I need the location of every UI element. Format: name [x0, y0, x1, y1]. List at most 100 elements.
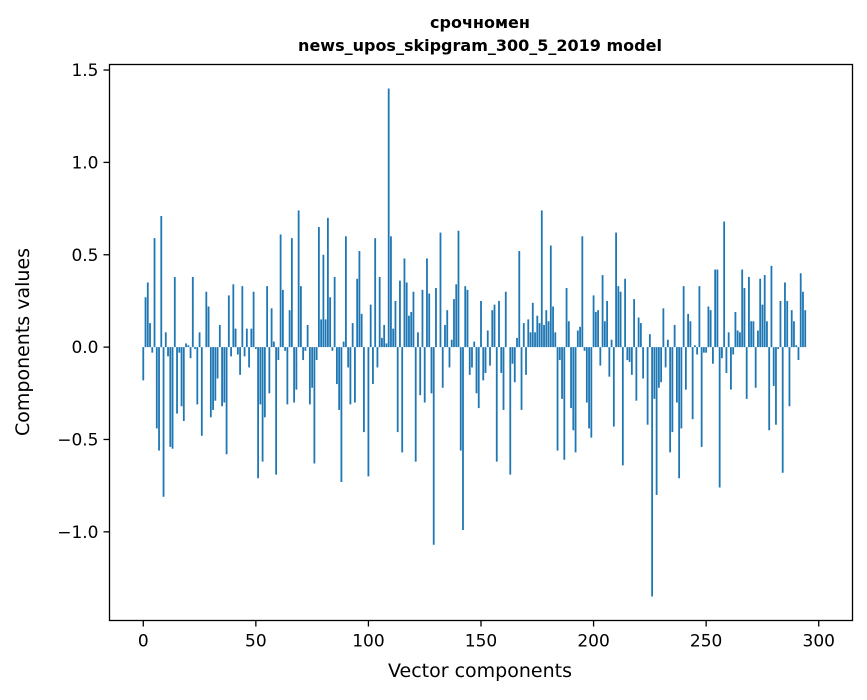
bar	[458, 231, 460, 347]
bar	[181, 347, 183, 406]
bar	[665, 347, 667, 367]
bar	[453, 299, 455, 347]
bar	[640, 323, 642, 347]
bar	[667, 340, 669, 347]
bar	[354, 347, 356, 402]
bar	[244, 347, 246, 356]
bar	[710, 310, 712, 347]
bar	[489, 347, 491, 365]
bar	[532, 303, 534, 347]
bar	[327, 218, 329, 347]
bar	[223, 347, 225, 402]
bar	[800, 273, 802, 347]
bar	[712, 347, 714, 364]
bar	[383, 325, 385, 347]
bar	[748, 277, 750, 347]
bar	[401, 347, 403, 452]
bar	[647, 347, 649, 425]
bar	[597, 310, 599, 347]
bar	[286, 347, 288, 404]
bar	[557, 347, 559, 450]
bar	[482, 347, 484, 380]
bar	[687, 314, 689, 347]
bar	[741, 270, 743, 348]
bar	[491, 310, 493, 347]
bar	[552, 306, 554, 347]
bar	[332, 347, 334, 351]
bar	[462, 347, 464, 530]
bar	[629, 347, 631, 362]
bar	[674, 325, 676, 347]
bar	[390, 236, 392, 347]
bar	[714, 270, 716, 348]
bar	[606, 301, 608, 347]
x-tick-label: 0	[138, 632, 149, 652]
bar	[581, 236, 583, 347]
bars-group	[142, 89, 808, 597]
bar	[577, 330, 579, 347]
bar	[399, 281, 401, 348]
bar	[388, 89, 390, 348]
bar	[791, 310, 793, 347]
bar	[313, 347, 315, 463]
bar	[336, 347, 338, 384]
bar	[541, 210, 543, 347]
bar	[406, 282, 408, 347]
bar	[604, 321, 606, 347]
bar	[678, 347, 680, 478]
bar	[250, 329, 252, 347]
bar	[341, 347, 343, 482]
y-tick-label: −1.0	[57, 523, 98, 543]
bar	[771, 266, 773, 347]
bar	[257, 347, 259, 478]
bar	[158, 347, 160, 450]
bar	[334, 277, 336, 347]
bar	[307, 325, 309, 347]
bar	[295, 347, 297, 389]
bar	[415, 347, 417, 462]
bar	[622, 347, 624, 465]
bar	[219, 325, 221, 347]
bar	[762, 305, 764, 347]
bar	[237, 347, 239, 354]
x-tick-label: 200	[577, 632, 609, 652]
bar	[739, 332, 741, 347]
bar	[735, 312, 737, 347]
bar	[419, 347, 421, 395]
bar	[156, 347, 158, 428]
bar	[737, 330, 739, 347]
bar	[786, 301, 788, 347]
bar	[755, 347, 757, 388]
bar	[782, 347, 784, 473]
bar	[516, 338, 518, 347]
bar	[424, 347, 426, 402]
bar	[426, 258, 428, 347]
bar	[167, 347, 169, 356]
bar	[293, 347, 295, 402]
bar	[759, 279, 761, 347]
bar	[568, 321, 570, 347]
bar	[178, 347, 180, 353]
bar	[613, 347, 615, 426]
bar	[744, 288, 746, 347]
bar	[246, 329, 248, 347]
bar	[147, 282, 149, 347]
bar	[750, 321, 752, 347]
bar	[446, 310, 448, 347]
bar	[235, 329, 237, 347]
bar	[503, 347, 505, 410]
bar	[703, 347, 705, 353]
bar	[320, 319, 322, 347]
bar	[602, 275, 604, 347]
bar	[694, 345, 696, 347]
bar	[753, 321, 755, 347]
bar	[192, 277, 194, 347]
bar	[210, 347, 212, 417]
bar	[611, 340, 613, 347]
bar	[455, 284, 457, 347]
bar	[692, 347, 694, 419]
bar	[451, 340, 453, 347]
bar	[262, 347, 264, 462]
bar	[255, 347, 257, 349]
